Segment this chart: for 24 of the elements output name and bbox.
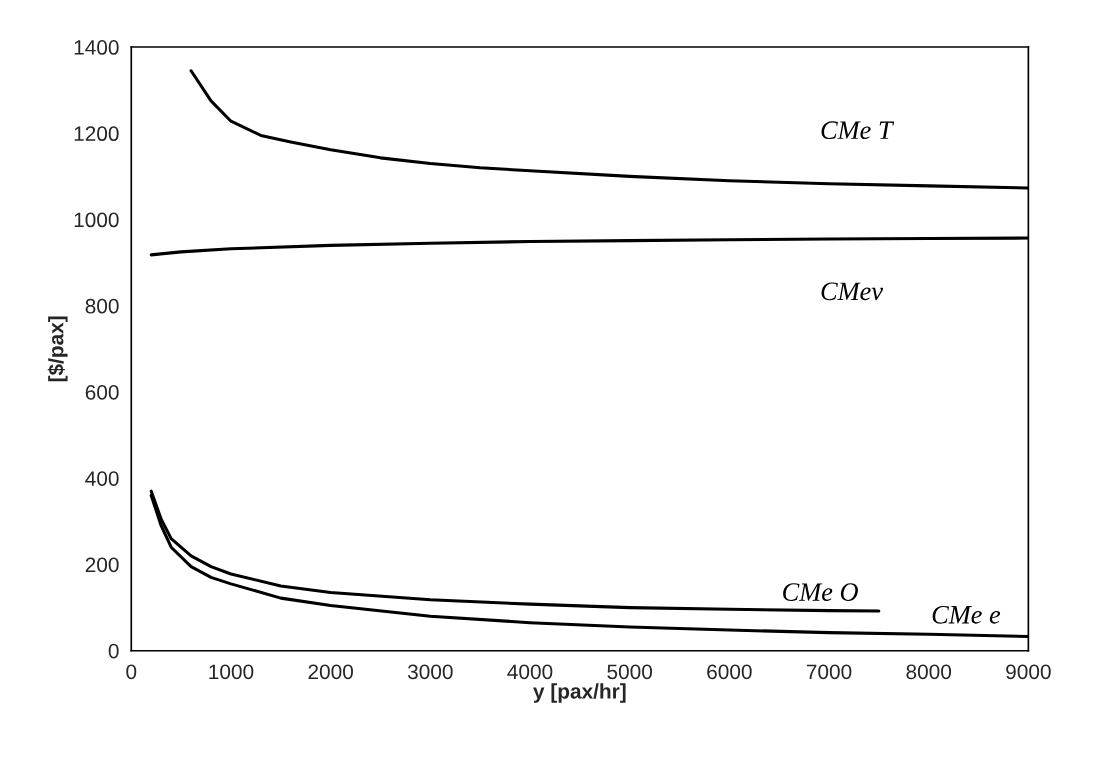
x-tick-label: 9000	[1006, 664, 1051, 680]
y-tick-label: 600	[85, 385, 119, 400]
x-tick-label: 2000	[308, 664, 353, 680]
x-tick-label: 4000	[507, 664, 553, 680]
y-tick-label: 1200	[74, 126, 119, 142]
series-label: CMe T	[821, 121, 895, 140]
y-tick-label: 1000	[74, 212, 119, 228]
series-label: CMe O	[783, 583, 858, 601]
x-tick-label: 1000	[209, 664, 254, 680]
series-label: CMev	[821, 282, 884, 301]
y-tick-label: 0	[108, 643, 119, 659]
x-axis-title: y [pax/hr]	[533, 683, 626, 703]
series-label: CMe e	[932, 605, 1001, 624]
x-tick-label: 0	[126, 664, 137, 680]
x-tick-label: 6000	[707, 664, 752, 680]
y-tick-label: 400	[85, 471, 119, 486]
y-tick-label: 800	[85, 298, 119, 314]
y-tick-label: 200	[85, 557, 119, 573]
y-tick-label: 1400	[74, 40, 119, 55]
x-tick-label: 8000	[906, 664, 952, 680]
x-tick-label: 5000	[607, 664, 653, 680]
y-axis-title: [$/pax]	[47, 316, 68, 382]
x-tick-label: 3000	[407, 664, 453, 680]
x-tick-label: 7000	[806, 664, 852, 680]
